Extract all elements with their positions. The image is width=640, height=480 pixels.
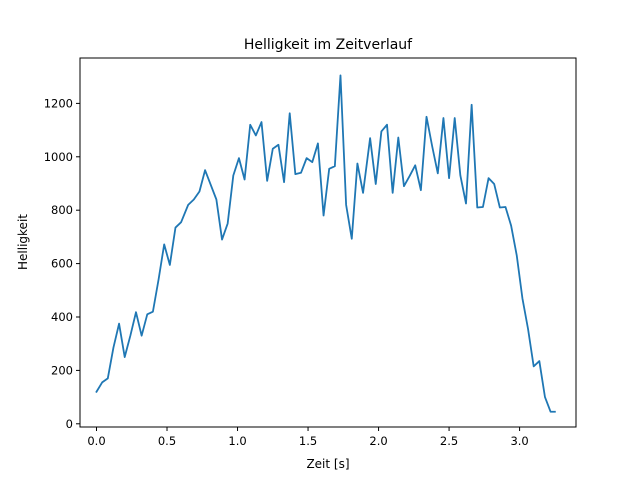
y-tick-label: 1200 (44, 96, 73, 110)
x-tick-label: 2.0 (369, 434, 387, 448)
series-line (95, 74, 556, 413)
y-tick-label: 800 (51, 203, 73, 217)
y-tick-label: 0 (66, 417, 73, 431)
y-tick-label: 600 (51, 257, 73, 271)
plot-area (95, 74, 556, 413)
y-tick-label: 1000 (44, 150, 73, 164)
y-tick-label: 400 (51, 310, 73, 324)
x-tick-label: 0.5 (158, 434, 176, 448)
x-tick-label: 1.0 (228, 434, 246, 448)
y-tick-label: 200 (51, 363, 73, 377)
x-axis-ticks: 0.0 0.5 1.0 1.5 2.0 2.5 3.0 (87, 427, 529, 448)
x-tick-label: 3.0 (510, 434, 528, 448)
x-tick-label: 2.5 (440, 434, 458, 448)
x-tick-label: 0.0 (87, 434, 105, 448)
y-axis-label: Helligkeit (16, 214, 30, 270)
y-axis-ticks: 0 200 400 600 800 1000 1200 (44, 96, 80, 431)
plot-frame (79, 57, 577, 428)
x-axis-label: Zeit [s] (306, 457, 349, 471)
x-tick-label: 1.5 (299, 434, 317, 448)
chart-title: Helligkeit im Zeitverlauf (244, 37, 413, 53)
